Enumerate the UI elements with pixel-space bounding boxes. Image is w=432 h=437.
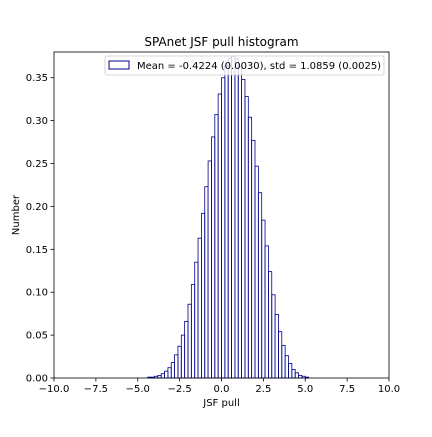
x-tick-label: 10.0: [378, 384, 400, 395]
y-tick-label: 0.00: [26, 374, 48, 385]
y-tick-label: 0.15: [26, 245, 48, 256]
x-tick-label: 2.5: [255, 384, 271, 395]
x-tick-label: −5.0: [126, 384, 150, 395]
legend-entry-label: Mean = -0.4224 (0.0030), std = 1.0859 (0…: [137, 61, 381, 72]
y-tick-label: 0.35: [26, 73, 48, 84]
x-axis-label: JSF pull: [202, 398, 239, 409]
x-tick-label: 7.5: [339, 384, 355, 395]
y-tick-label: 0.05: [26, 331, 48, 342]
x-tick-label: −10.0: [39, 384, 70, 395]
x-tick-label: −2.5: [167, 384, 191, 395]
x-tick-label: 0.0: [214, 384, 230, 395]
y-tick-label: 0.20: [26, 202, 48, 213]
y-tick-label: 0.25: [26, 159, 48, 170]
chart-title: SPAnet JSF pull histogram: [144, 35, 298, 49]
x-tick-label: −7.5: [84, 384, 108, 395]
legend-swatch: [108, 60, 130, 70]
y-axis-ticks: 0.00 0.05 0.10 0.15 0.20 0.25 0.30 0.35: [26, 73, 54, 385]
legend: Mean = -0.4224 (0.0030), std = 1.0859 (0…: [104, 55, 385, 76]
legend-frame: [104, 55, 385, 76]
x-tick-label: 5.0: [297, 384, 313, 395]
x-axis-ticks: −10.0 −7.5 −5.0 −2.5 0.0 2.5 5.0 7.5 10.0: [39, 378, 400, 395]
y-axis-label: Number: [11, 194, 22, 235]
y-tick-label: 0.30: [26, 116, 48, 127]
y-tick-label: 0.10: [26, 288, 48, 299]
